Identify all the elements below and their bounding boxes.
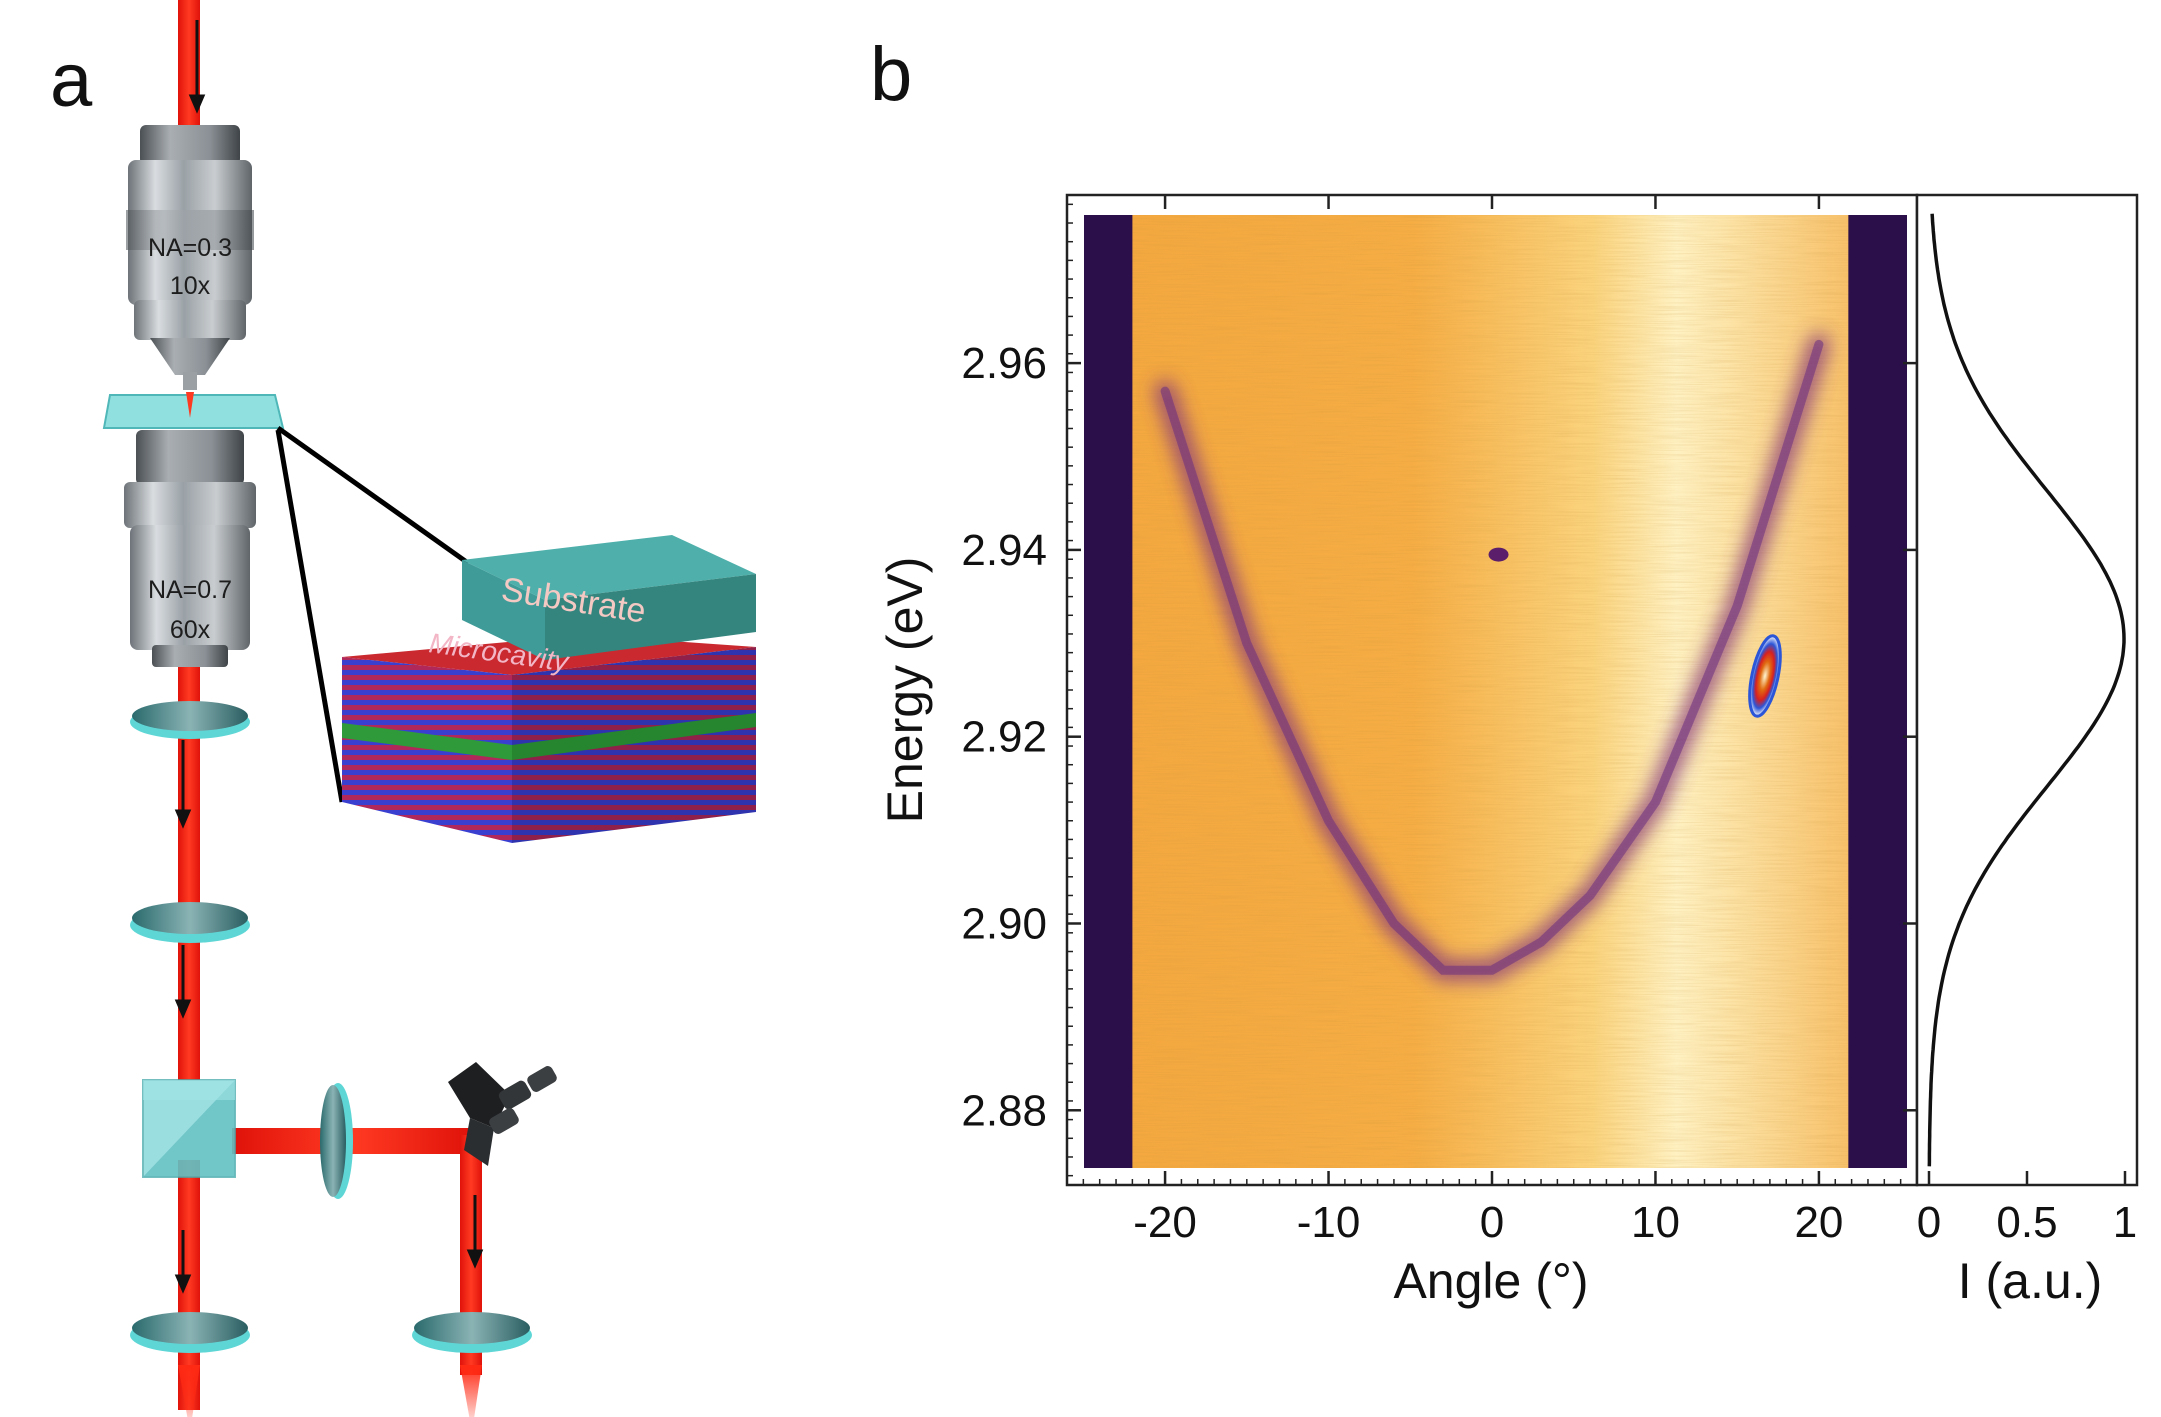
dispersion-panel: b -20 -10 0 10 20 2.882.902.922.942.96 Angle… — [870, 32, 2139, 1309]
sample-slide — [102, 394, 285, 429]
beam-tip-left — [178, 1365, 200, 1417]
y-tick-label: 2.94 — [961, 526, 1047, 575]
setup-schematic: a NA=0.3 10x — [50, 0, 756, 1417]
objective-top: NA=0.3 10x — [126, 125, 254, 390]
objective-top-na: NA=0.3 — [148, 234, 232, 262]
zoom-line-bottom — [275, 429, 345, 803]
y-tick-label: 2.90 — [961, 899, 1047, 948]
beam-splitter — [142, 1079, 236, 1178]
panel-a-label: a — [50, 38, 93, 123]
dispersion-heatmap — [1084, 215, 1907, 1168]
lens — [130, 701, 532, 1353]
condensate-spot — [1748, 634, 1782, 718]
y-axis-label: Energy (eV) — [877, 557, 933, 824]
objective-bottom-mag: 60x — [170, 616, 211, 644]
profile-x-label: I (a.u.) — [1958, 1253, 2102, 1309]
x-axis-ticks: -20 -10 0 10 20 — [1082, 195, 1902, 1247]
x-tick-label: 0 — [1480, 1198, 1504, 1247]
y-tick-label: 2.88 — [961, 1086, 1047, 1135]
mirror-mount — [448, 1062, 557, 1166]
x-tick-label: 10 — [1631, 1198, 1680, 1247]
x-tick-label: 20 — [1794, 1198, 1843, 1247]
objective-bottom-na: NA=0.7 — [148, 576, 232, 604]
beam-tip-right — [460, 1365, 482, 1417]
x-axis-label: Angle (°) — [1393, 1253, 1588, 1309]
y-tick-label: 2.96 — [961, 339, 1047, 388]
objective-top-mag: 10x — [170, 272, 211, 300]
profile-frame — [1915, 193, 2139, 1187]
profile-x-ticks: 0 0.5 1 — [1917, 1171, 2137, 1247]
objective-bottom: NA=0.7 60x — [124, 430, 256, 667]
intensity-profile-line — [1927, 213, 2126, 1167]
dark-band-left — [1084, 215, 1133, 1168]
x-tick-label: -10 — [1297, 1198, 1361, 1247]
dark-band-right — [1848, 215, 1907, 1168]
profile-x-tick-label: 1 — [2113, 1198, 2137, 1247]
profile-x-tick-label: 0 — [1917, 1198, 1941, 1247]
y-tick-label: 2.92 — [961, 713, 1047, 762]
panel-b-label: b — [870, 32, 912, 117]
profile-x-tick-label: 0.5 — [1996, 1198, 2057, 1247]
arrow-down-icon — [174, 20, 484, 1294]
x-tick-label: -20 — [1133, 1198, 1197, 1247]
microcavity-inset: Substrate Microcavity — [342, 535, 756, 843]
lower-polariton-core — [1160, 339, 1824, 975]
zoom-line-top — [276, 425, 470, 566]
defect-spot — [1488, 547, 1509, 562]
